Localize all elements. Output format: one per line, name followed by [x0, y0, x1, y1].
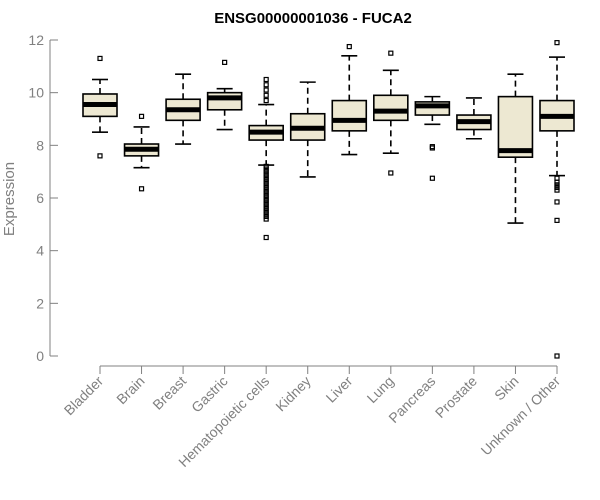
box-pancreas [414, 95, 451, 181]
iqr-box [497, 95, 534, 158]
y-axis: 0 2 4 6 8 10 12 [28, 32, 58, 364]
outlier-point [97, 153, 103, 159]
outlier-point [263, 76, 269, 83]
outlier-point [263, 195, 269, 201]
box-gastric [206, 59, 243, 131]
x-tick-label: Skin [491, 373, 522, 404]
y-tick-label: 10 [28, 85, 44, 101]
outlier-point [554, 184, 560, 191]
box-skin [497, 73, 534, 224]
outlier-point [263, 187, 269, 193]
box-breast [165, 73, 201, 145]
x-tick-label: Unknown / Other [478, 373, 564, 459]
outlier-point [554, 182, 560, 188]
outlier-point [263, 82, 269, 88]
y-tick-label: 6 [36, 190, 44, 206]
outlier-point [138, 186, 145, 192]
outlier-point [263, 87, 269, 93]
outlier-point [263, 198, 269, 204]
outlier-point [138, 113, 145, 119]
outlier-point [554, 40, 560, 46]
box-kidney [289, 81, 326, 178]
outlier-point [263, 166, 269, 172]
x-tick-label: Prostate [432, 373, 480, 421]
box-liver [331, 43, 368, 156]
box-bladder [82, 55, 118, 159]
box-unknown-other [539, 40, 575, 359]
x-tick-label: Kidney [272, 373, 314, 415]
boxes-group [82, 40, 575, 359]
iqr-box [373, 94, 409, 122]
outlier-point [429, 175, 435, 181]
y-tick-label: 2 [36, 295, 44, 311]
x-tick-label: Brain [113, 373, 147, 407]
x-tick-label: Breast [149, 373, 189, 413]
outlier-point [263, 203, 269, 209]
outlier-point [263, 211, 269, 217]
x-tick-label: Bladder [61, 373, 107, 419]
y-tick-label: 4 [36, 243, 44, 259]
outlier-point [263, 182, 269, 188]
outlier-point [263, 213, 269, 220]
box-hematopoietic-cells [248, 76, 284, 241]
outlier-point [263, 163, 269, 169]
y-tick-label: 12 [28, 32, 44, 48]
outlier-point [263, 171, 269, 177]
outlier-point [388, 50, 394, 56]
outlier-point [346, 43, 352, 50]
iqr-box [206, 91, 243, 111]
outlier-point [222, 59, 228, 65]
x-tick-label: Liver [323, 373, 356, 406]
box-brain [123, 113, 160, 192]
outlier-point [263, 176, 269, 183]
outlier-point [554, 179, 560, 185]
x-tick-label: Lung [364, 373, 397, 406]
outlier-point [263, 92, 269, 98]
outlier-point [263, 192, 269, 198]
y-tick-label: 0 [36, 348, 44, 364]
outlier-point [554, 353, 560, 359]
outlier-point [263, 234, 269, 241]
outlier-point [263, 200, 269, 206]
outlier-point [388, 170, 394, 176]
outlier-point [263, 174, 269, 180]
outlier-point [263, 169, 269, 175]
y-axis-label: Expression [1, 162, 18, 236]
outlier-point [554, 217, 560, 223]
outlier-point [263, 190, 269, 196]
outlier-point [263, 97, 269, 104]
outlier-point [429, 145, 435, 151]
outlier-point [263, 184, 269, 191]
y-tick-label: 8 [36, 137, 44, 153]
chart-title: ENSG00000001036 - FUCA2 [214, 10, 412, 27]
box-lung [373, 50, 409, 176]
outlier-point [429, 144, 435, 150]
outlier-point [263, 205, 269, 212]
outlier-point [554, 199, 560, 205]
iqr-box [331, 99, 368, 132]
box-prostate [456, 97, 492, 140]
outlier-point [263, 216, 269, 222]
outlier-point [554, 187, 560, 193]
outlier-point [263, 208, 269, 214]
outlier-point [97, 55, 103, 62]
outlier-point [263, 179, 269, 185]
